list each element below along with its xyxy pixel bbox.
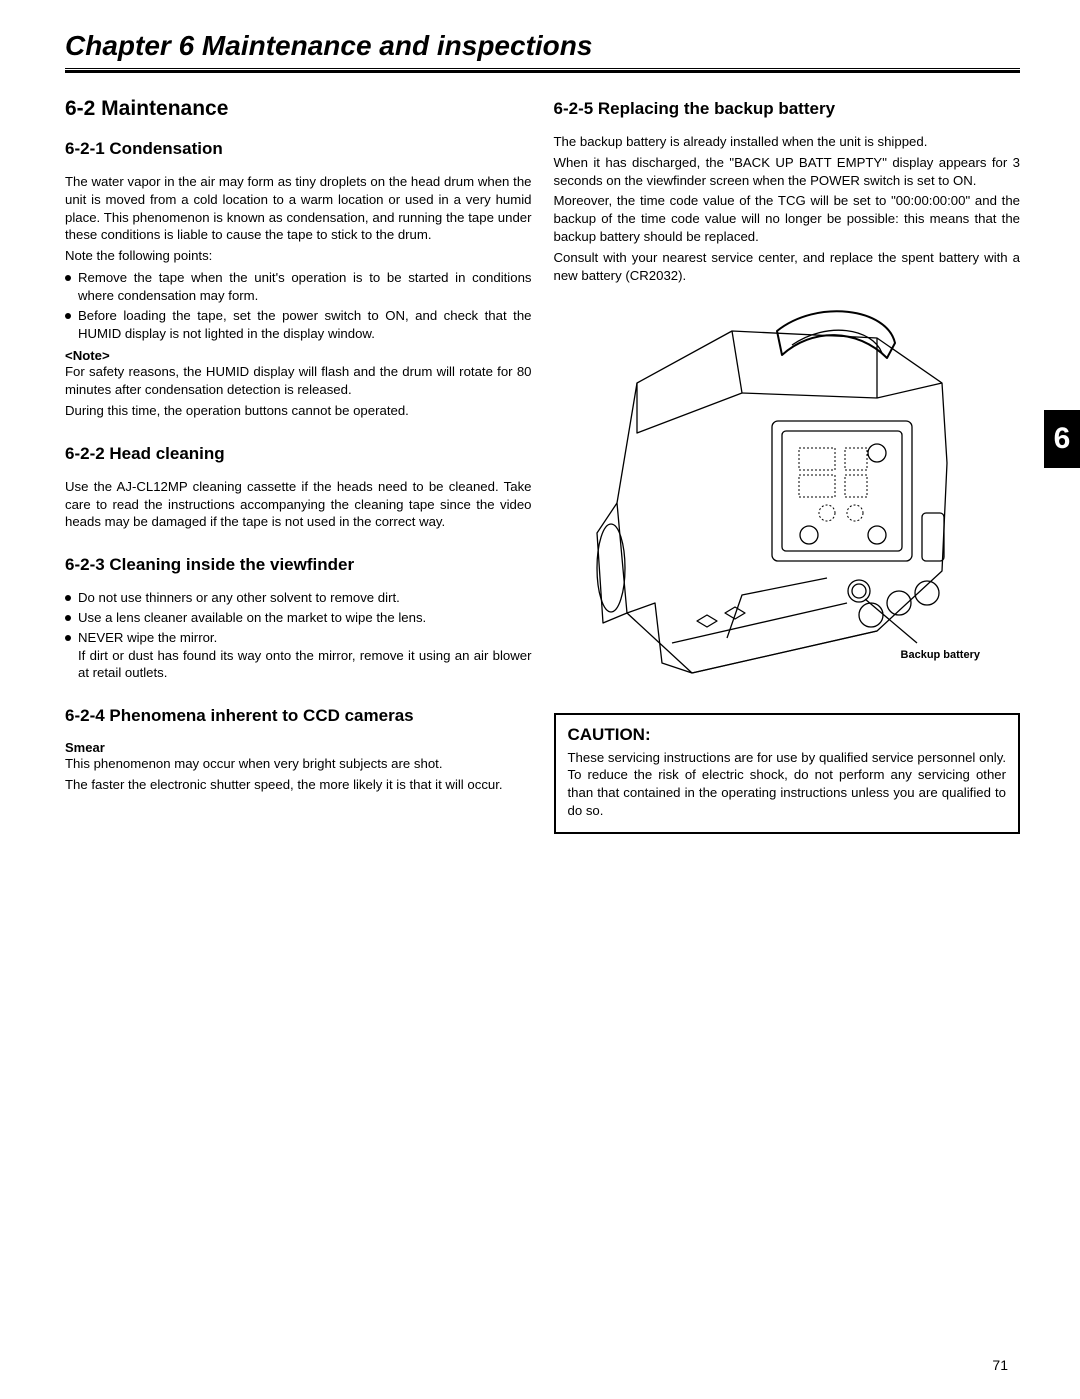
list-item: Remove the tape when the unit's operatio… <box>65 269 532 305</box>
body-text: The water vapor in the air may form as t… <box>65 173 532 265</box>
subsection-heading: 6-2-5 Replacing the backup battery <box>554 99 1021 119</box>
page-number: 71 <box>992 1357 1008 1373</box>
note-label: <Note> <box>65 348 532 363</box>
paragraph: For safety reasons, the HUMID display wi… <box>65 363 532 399</box>
paragraph: During this time, the operation buttons … <box>65 402 532 420</box>
right-column: 6-2-5 Replacing the backup battery The b… <box>554 97 1021 834</box>
left-column: 6-2 Maintenance 6-2-1 Condensation The w… <box>65 97 532 834</box>
section-heading: 6-2 Maintenance <box>65 97 532 121</box>
list-item: NEVER wipe the mirror. If dirt or dust h… <box>65 629 532 682</box>
paragraph: Consult with your nearest service center… <box>554 249 1021 285</box>
camera-line-drawing <box>577 303 997 693</box>
subsection-heading: 6-2-3 Cleaning inside the viewfinder <box>65 555 532 575</box>
paragraph: The backup battery is already installed … <box>554 133 1021 151</box>
list-item: Do not use thinners or any other solvent… <box>65 589 532 607</box>
caution-text: These servicing instructions are for use… <box>568 749 1007 820</box>
paragraph: The water vapor in the air may form as t… <box>65 173 532 244</box>
paragraph: The faster the electronic shutter speed,… <box>65 776 532 794</box>
body-text: Use the AJ-CL12MP cleaning cassette if t… <box>65 478 532 531</box>
body-text: For safety reasons, the HUMID display wi… <box>65 363 532 419</box>
bullet-list: Do not use thinners or any other solvent… <box>65 589 532 682</box>
figure-caption: Backup battery <box>901 649 980 661</box>
paragraph: When it has discharged, the "BACK UP BAT… <box>554 154 1021 190</box>
list-item: Before loading the tape, set the power s… <box>65 307 532 343</box>
horizontal-rule <box>65 70 1020 73</box>
chapter-tab: 6 <box>1044 410 1080 468</box>
bullet-list: Remove the tape when the unit's operatio… <box>65 269 532 342</box>
list-item-subtext: If dirt or dust has found its way onto t… <box>78 647 532 683</box>
subsection-heading: 6-2-4 Phenomena inherent to CCD cameras <box>65 706 532 726</box>
body-text: This phenomenon may occur when very brig… <box>65 755 532 794</box>
subsection-heading: 6-2-1 Condensation <box>65 139 532 159</box>
subheading: Smear <box>65 740 532 755</box>
chapter-title: Chapter 6 Maintenance and inspections <box>65 30 1020 69</box>
caution-box: CAUTION: These servicing instructions ar… <box>554 713 1021 834</box>
body-text: The backup battery is already installed … <box>554 133 1021 285</box>
two-column-layout: 6-2 Maintenance 6-2-1 Condensation The w… <box>65 97 1020 834</box>
list-item-text: NEVER wipe the mirror. <box>78 630 217 645</box>
paragraph: Moreover, the time code value of the TCG… <box>554 192 1021 245</box>
subsection-heading: 6-2-2 Head cleaning <box>65 444 532 464</box>
camera-figure: Backup battery <box>554 303 1021 693</box>
caution-title: CAUTION: <box>568 725 1007 745</box>
paragraph: This phenomenon may occur when very brig… <box>65 755 532 773</box>
paragraph: Use the AJ-CL12MP cleaning cassette if t… <box>65 478 532 531</box>
paragraph: Note the following points: <box>65 247 532 265</box>
list-item: Use a lens cleaner available on the mark… <box>65 609 532 627</box>
